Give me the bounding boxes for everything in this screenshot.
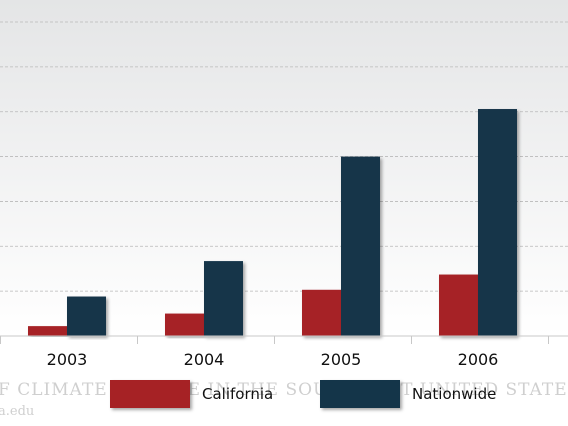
bar-california-2003 <box>28 326 67 336</box>
x-tick-label: 2003 <box>47 350 88 369</box>
legend-swatch-nationwide <box>320 380 400 408</box>
bar-california-2005 <box>302 289 341 336</box>
x-tick-label: 2004 <box>184 350 225 369</box>
bar-nationwide-2004 <box>204 261 243 336</box>
legend-swatch-california <box>110 380 190 408</box>
bar-california-2004 <box>165 313 204 336</box>
bar-nationwide-2006 <box>478 109 517 336</box>
x-axis: 2003 2004 2005 2006 <box>0 335 568 369</box>
legend-label-nationwide: Nationwide <box>412 385 497 403</box>
bar-california-2006 <box>439 274 478 336</box>
bars <box>28 109 517 336</box>
bar-nationwide-2005 <box>341 156 380 336</box>
bar-nationwide-2003 <box>67 296 106 336</box>
legend-label-california: California <box>202 385 274 403</box>
x-tick-label: 2005 <box>321 350 362 369</box>
x-tick-label: 2006 <box>458 350 499 369</box>
